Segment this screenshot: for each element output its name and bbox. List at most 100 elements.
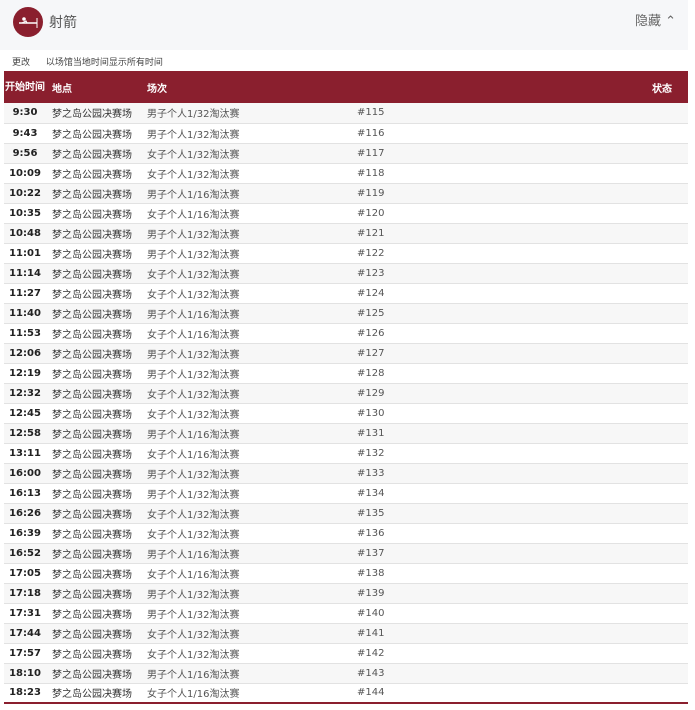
table-row[interactable]: 9:30 梦之岛公园决赛场 男子个人1/32淘汰赛 #115 [4, 103, 688, 123]
venue: 梦之岛公园决赛场 [52, 429, 132, 441]
status [500, 223, 688, 243]
match-number: #132 [357, 447, 385, 459]
table-row[interactable]: 16:39 梦之岛公园决赛场 女子个人1/32淘汰赛 #136 [4, 523, 688, 543]
table-row[interactable]: 16:13 梦之岛公园决赛场 男子个人1/32淘汰赛 #134 [4, 483, 688, 503]
table-row[interactable]: 9:43 梦之岛公园决赛场 男子个人1/32淘汰赛 #116 [4, 123, 688, 143]
event-name: 男子个人1/32淘汰赛 [147, 229, 240, 241]
venue: 梦之岛公园决赛场 [52, 529, 132, 541]
event-name: 女子个人1/16淘汰赛 [147, 689, 240, 701]
event-name: 男子个人1/32淘汰赛 [147, 109, 240, 121]
status [500, 283, 688, 303]
match-number: #143 [357, 667, 385, 679]
table-row[interactable]: 12:06 梦之岛公园决赛场 男子个人1/32淘汰赛 #127 [4, 343, 688, 363]
event-name: 女子个人1/32淘汰赛 [147, 409, 240, 421]
venue: 梦之岛公园决赛场 [52, 609, 132, 621]
venue: 梦之岛公园决赛场 [52, 229, 132, 241]
venue: 梦之岛公园决赛场 [52, 589, 132, 601]
venue: 梦之岛公园决赛场 [52, 209, 132, 221]
table-row[interactable]: 18:23 梦之岛公园决赛场 女子个人1/16淘汰赛 #144 [4, 683, 688, 703]
table-row[interactable]: 16:00 梦之岛公园决赛场 男子个人1/32淘汰赛 #133 [4, 463, 688, 483]
status [500, 363, 688, 383]
event-name: 男子个人1/32淘汰赛 [147, 469, 240, 481]
event-name: 男子个人1/32淘汰赛 [147, 609, 240, 621]
start-time: 12:58 [9, 427, 41, 439]
venue: 梦之岛公园决赛场 [52, 369, 132, 381]
table-row[interactable]: 16:26 梦之岛公园决赛场 女子个人1/32淘汰赛 #135 [4, 503, 688, 523]
table-row[interactable]: 11:27 梦之岛公园决赛场 女子个人1/32淘汰赛 #124 [4, 283, 688, 303]
match-number: #119 [357, 187, 385, 199]
table-row[interactable]: 13:11 梦之岛公园决赛场 女子个人1/16淘汰赛 #132 [4, 443, 688, 463]
match-number: #131 [357, 427, 385, 439]
match-number: #123 [357, 267, 385, 279]
table-row[interactable]: 17:44 梦之岛公园决赛场 女子个人1/32淘汰赛 #141 [4, 623, 688, 643]
event-name: 女子个人1/32淘汰赛 [147, 149, 240, 161]
event-name: 女子个人1/32淘汰赛 [147, 649, 240, 661]
start-time: 17:44 [9, 627, 41, 639]
table-row[interactable]: 18:10 梦之岛公园决赛场 男子个人1/16淘汰赛 #143 [4, 663, 688, 683]
table-row[interactable]: 17:31 梦之岛公园决赛场 男子个人1/32淘汰赛 #140 [4, 603, 688, 623]
table-row[interactable]: 11:14 梦之岛公园决赛场 女子个人1/32淘汰赛 #123 [4, 263, 688, 283]
table-row[interactable]: 12:45 梦之岛公园决赛场 女子个人1/32淘汰赛 #130 [4, 403, 688, 423]
venue: 梦之岛公园决赛场 [52, 469, 132, 481]
chevron-up-icon: ⌃ [665, 14, 676, 29]
match-number: #120 [357, 207, 385, 219]
status [500, 143, 688, 163]
match-number: #124 [357, 287, 385, 299]
status [500, 423, 688, 443]
status [500, 503, 688, 523]
table-row[interactable]: 10:09 梦之岛公园决赛场 女子个人1/32淘汰赛 #118 [4, 163, 688, 183]
table-row[interactable]: 10:22 梦之岛公园决赛场 男子个人1/16淘汰赛 #119 [4, 183, 688, 203]
start-time: 17:31 [9, 607, 41, 619]
venue: 梦之岛公园决赛场 [52, 149, 132, 161]
event-name: 女子个人1/16淘汰赛 [147, 329, 240, 341]
status [500, 523, 688, 543]
start-time: 10:48 [9, 227, 41, 239]
table-row[interactable]: 12:32 梦之岛公园决赛场 女子个人1/32淘汰赛 #129 [4, 383, 688, 403]
status [500, 583, 688, 603]
match-number: #125 [357, 307, 385, 319]
table-row[interactable]: 11:01 梦之岛公园决赛场 男子个人1/32淘汰赛 #122 [4, 243, 688, 263]
match-number: #127 [357, 347, 385, 359]
table-row[interactable]: 17:05 梦之岛公园决赛场 女子个人1/16淘汰赛 #138 [4, 563, 688, 583]
event-name: 女子个人1/32淘汰赛 [147, 509, 240, 521]
match-number: #128 [357, 367, 385, 379]
start-time: 17:05 [9, 567, 41, 579]
event-name: 女子个人1/16淘汰赛 [147, 449, 240, 461]
hide-toggle-button[interactable]: 隐藏 ⌃ [635, 10, 676, 29]
venue: 梦之岛公园决赛场 [52, 269, 132, 281]
venue: 梦之岛公园决赛场 [52, 389, 132, 401]
match-number: #134 [357, 487, 385, 499]
match-number: #117 [357, 147, 385, 159]
match-number: #142 [357, 647, 385, 659]
status [500, 123, 688, 143]
table-row[interactable]: 10:48 梦之岛公园决赛场 男子个人1/32淘汰赛 #121 [4, 223, 688, 243]
venue: 梦之岛公园决赛场 [52, 349, 132, 361]
table-row[interactable]: 12:58 梦之岛公园决赛场 男子个人1/16淘汰赛 #131 [4, 423, 688, 443]
table-row[interactable]: 17:57 梦之岛公园决赛场 女子个人1/32淘汰赛 #142 [4, 643, 688, 663]
change-timezone-link[interactable]: 更改 [12, 58, 31, 68]
table-row[interactable]: 17:18 梦之岛公园决赛场 男子个人1/32淘汰赛 #139 [4, 583, 688, 603]
start-time: 17:57 [9, 647, 41, 659]
table-row[interactable]: 11:53 梦之岛公园决赛场 女子个人1/16淘汰赛 #126 [4, 323, 688, 343]
start-time: 16:52 [9, 547, 41, 559]
venue: 梦之岛公园决赛场 [52, 509, 132, 521]
match-number: #136 [357, 527, 385, 539]
table-row[interactable]: 9:56 梦之岛公园决赛场 女子个人1/32淘汰赛 #117 [4, 143, 688, 163]
table-row[interactable]: 12:19 梦之岛公园决赛场 男子个人1/32淘汰赛 #128 [4, 363, 688, 383]
venue: 梦之岛公园决赛场 [52, 189, 132, 201]
status [500, 683, 688, 703]
venue: 梦之岛公园决赛场 [52, 649, 132, 661]
table-row[interactable]: 10:35 梦之岛公园决赛场 女子个人1/16淘汰赛 #120 [4, 203, 688, 223]
start-time: 11:27 [9, 287, 41, 299]
table-row[interactable]: 16:52 梦之岛公园决赛场 男子个人1/16淘汰赛 #137 [4, 543, 688, 563]
table-row[interactable]: 11:40 梦之岛公园决赛场 男子个人1/16淘汰赛 #125 [4, 303, 688, 323]
venue: 梦之岛公园决赛场 [52, 289, 132, 301]
col-time: 开始时间 [5, 81, 45, 93]
start-time: 18:23 [9, 687, 41, 699]
event-name: 男子个人1/16淘汰赛 [147, 429, 240, 441]
timezone-text: 以场馆当地时间显示所有时间 [45, 58, 163, 68]
event-name: 女子个人1/32淘汰赛 [147, 389, 240, 401]
start-time: 16:39 [9, 527, 41, 539]
col-status: 状态 [652, 83, 672, 95]
venue: 梦之岛公园决赛场 [52, 309, 132, 321]
